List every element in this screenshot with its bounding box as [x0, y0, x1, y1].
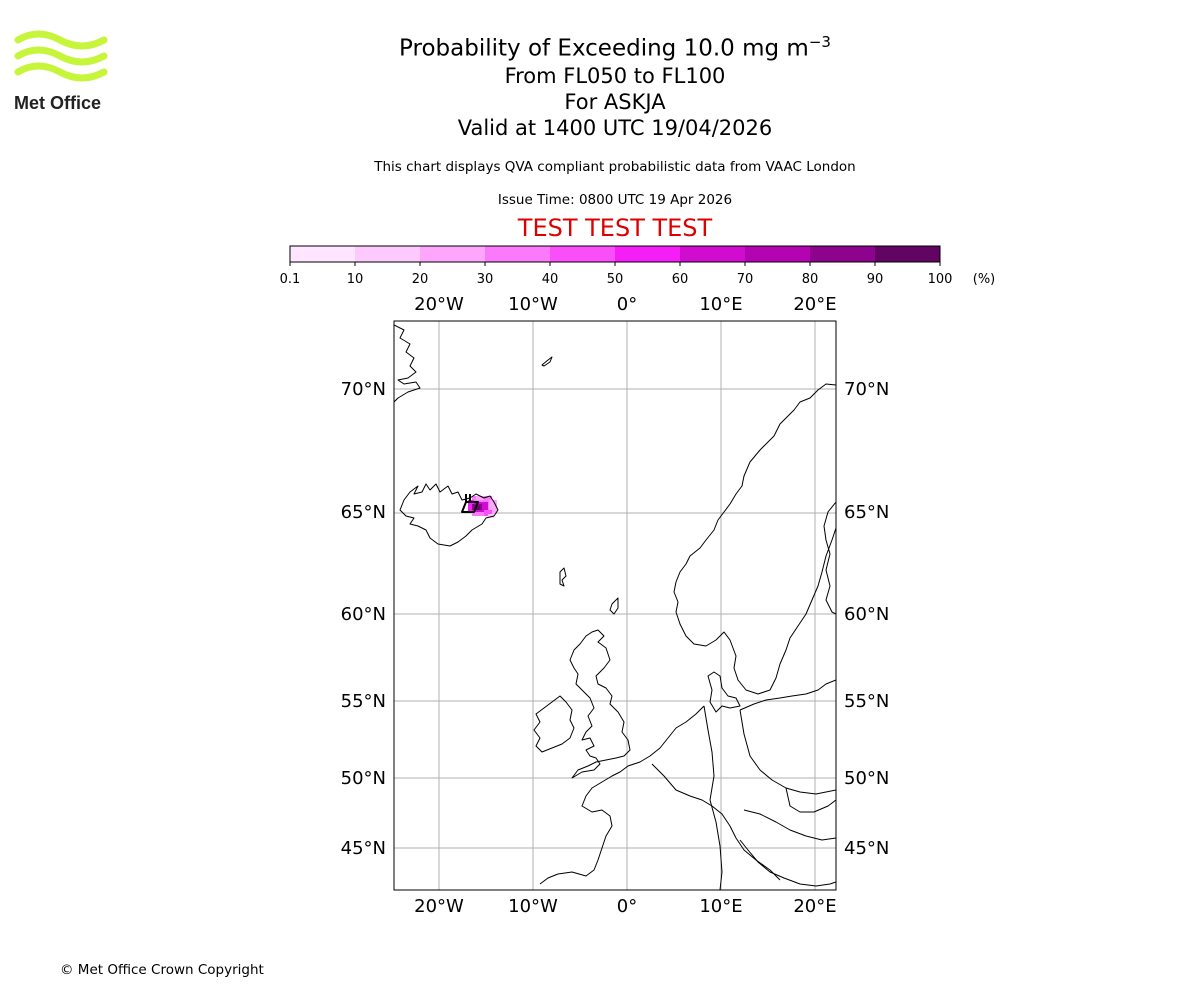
logo-text: Met Office — [14, 93, 101, 112]
coast-great-britain — [569, 629, 631, 779]
colorbar-segment — [290, 246, 356, 262]
colorbar-tick-label: 80 — [802, 272, 819, 287]
volcano-name: For ASKJA — [564, 90, 666, 114]
coastlines — [394, 324, 836, 890]
lat-label-right-55n: 55°N — [844, 691, 889, 712]
plume-cell — [488, 514, 494, 518]
coast-faroe — [559, 567, 567, 587]
plume-cell — [489, 500, 497, 514]
coast-denmark — [707, 671, 741, 713]
lon-label-top-0: 0° — [617, 294, 637, 315]
colorbar-unit-label: (%) — [973, 272, 996, 287]
lon-label-top-20w: 20°W — [414, 294, 464, 315]
border-adriatic — [739, 839, 836, 887]
lat-label-right-50n: 50°N — [844, 768, 889, 789]
border-germany-west — [703, 705, 723, 890]
lon-label-bottom-0: 0° — [617, 896, 637, 917]
chart-title: Probability of Exceeding 10.0 mg m−3 — [0, 24, 1200, 67]
colorbar-tick-label: 10 — [347, 272, 364, 287]
plume-cell — [468, 500, 474, 512]
colorbar-tick-label: 40 — [542, 272, 559, 287]
lon-label-top-10w: 10°W — [508, 294, 558, 315]
colorbar-segment — [355, 246, 421, 262]
lat-label-left-70n: 70°N — [341, 379, 386, 400]
colorbar-segment — [745, 246, 811, 262]
plume-cell — [484, 510, 492, 516]
lat-label-left-60n: 60°N — [341, 604, 386, 625]
lon-label-bottom-20e: 20°E — [793, 896, 836, 917]
coast-ireland — [533, 695, 575, 753]
lat-label-right-70n: 70°N — [844, 379, 889, 400]
met-office-logo: Met Office — [14, 30, 108, 113]
colorbar-tick-label: 30 — [477, 272, 494, 287]
lat-label-left-55n: 55°N — [341, 691, 386, 712]
askja-marker — [461, 494, 479, 513]
lat-label-right-65n: 65°N — [844, 502, 889, 523]
chart-description: This chart displays QVA compliant probab… — [374, 159, 856, 175]
colorbar-tick-label: 100 — [928, 272, 953, 287]
probability-colorbar: 0.1 10 20 30 40 50 60 70 80 90 100 (%) — [280, 245, 996, 287]
coast-baltic-south — [739, 679, 836, 711]
coast-scandinavia — [673, 383, 836, 695]
lat-label-right-45n: 45°N — [844, 838, 889, 859]
colorbar-tick-label: 70 — [737, 272, 754, 287]
colorbar-segment — [680, 246, 746, 262]
colorbar-segment — [875, 246, 941, 262]
colorbar-tick-label: 50 — [607, 272, 624, 287]
copyright-notice: © Met Office Crown Copyright — [60, 962, 264, 978]
lat-label-right-60n: 60°N — [844, 604, 889, 625]
issue-time: Issue Time: 0800 UTC 19 Apr 2026 — [497, 192, 733, 208]
colorbar-segment — [485, 246, 551, 262]
level-range: From FL050 to FL100 — [504, 64, 726, 88]
lon-label-bottom-10e: 10°E — [699, 896, 742, 917]
coast-shetland — [609, 597, 619, 615]
map: 20°W 10°W 0° 10°E 20°E 20°W 10°W 0° 10°E… — [341, 294, 890, 917]
coast-europe-west — [539, 705, 705, 885]
lon-label-top-10e: 10°E — [699, 294, 742, 315]
colorbar-tick-label: 60 — [672, 272, 689, 287]
plume-cell — [476, 496, 484, 500]
colorbar-segment — [550, 246, 616, 262]
border-austria-hungary — [743, 809, 836, 841]
colorbar-segment — [810, 246, 876, 262]
border-slovakia — [785, 787, 836, 813]
plume-cell — [474, 506, 480, 510]
map-frame — [393, 320, 837, 891]
map-background — [394, 321, 836, 890]
valid-time: Valid at 1400 UTC 19/04/2026 — [457, 116, 773, 140]
coast-iceland — [399, 483, 499, 547]
chart-title-exponent: −3 — [808, 33, 831, 51]
colorbar-segment — [420, 246, 486, 262]
colorbar-tick-label: 0.1 — [280, 272, 301, 287]
chart-title-text: Probability of Exceeding 10.0 mg m — [399, 35, 809, 62]
coast-jan-mayen — [541, 356, 553, 367]
logo-waves — [14, 30, 108, 82]
lat-label-left-65n: 65°N — [341, 502, 386, 523]
coast-greenland — [394, 324, 421, 403]
border-poland — [739, 709, 836, 795]
coast-gulf-of-bothnia — [823, 501, 836, 615]
colorbar-tick-label: 20 — [412, 272, 429, 287]
lat-label-left-50n: 50°N — [341, 768, 386, 789]
lat-label-left-45n: 45°N — [341, 838, 386, 859]
test-banner: TEST TEST TEST — [517, 214, 713, 242]
lon-label-top-20e: 20°E — [793, 294, 836, 315]
lon-label-bottom-10w: 10°W — [508, 896, 558, 917]
lon-label-bottom-20w: 20°W — [414, 896, 464, 917]
colorbar-segment — [615, 246, 681, 262]
colorbar-tick-label: 90 — [867, 272, 884, 287]
